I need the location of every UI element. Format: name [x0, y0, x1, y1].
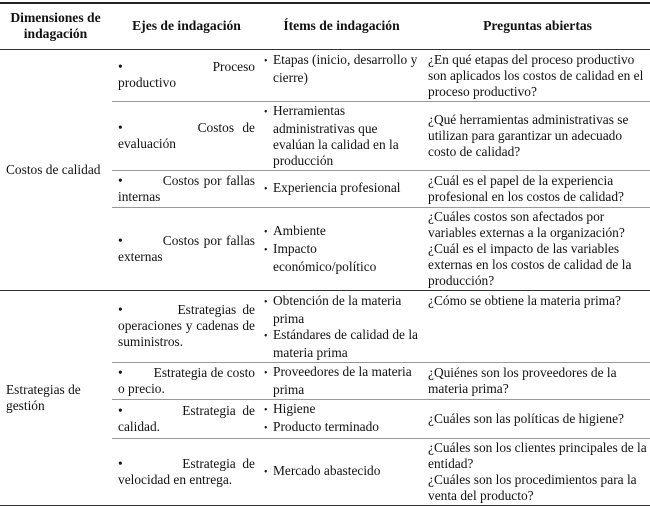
- pregunta: ¿Cuáles son las políticas de higiene?: [428, 410, 624, 426]
- header-items: Ítems de indagación: [283, 18, 400, 34]
- eje-cell: • Costos por fallas internas: [112, 169, 258, 207]
- item: Impacto económico/político: [264, 241, 419, 275]
- table-row: • Estrategia de calidad.HigieneProducto …: [0, 398, 650, 438]
- header-dimensiones: Dimensiones de indagación: [10, 10, 101, 42]
- item: Higiene: [264, 401, 419, 419]
- dimension-cell: Costos de calidad: [0, 49, 112, 290]
- preguntas-cell: ¿Cuáles costos son afectados por variabl…: [422, 206, 650, 290]
- eje-rest: evaluación: [118, 135, 176, 151]
- preguntas-cell: ¿Quiénes son los proveedores de la mater…: [422, 361, 650, 399]
- table-row: • Costos de evaluación Herramientas admin…: [0, 100, 650, 170]
- eje-rest: fallas internas: [118, 172, 255, 204]
- pregunta: ¿Cuáles son los clientes principales de …: [428, 439, 647, 471]
- bullet-icon: •: [118, 364, 123, 380]
- eje-first: Proceso: [212, 59, 255, 74]
- eje-cell: • Estrategia de costo o precio.: [112, 361, 258, 399]
- dimension-label: Estrategias de gestión: [6, 381, 81, 413]
- preguntas-cell: ¿Cuál es el papel de la experiencia prof…: [422, 169, 650, 207]
- eje-label: • Estrategias de operaciones y cadenas d…: [118, 302, 255, 350]
- table-row: • Costos por fallas internas Experiencia …: [0, 169, 650, 207]
- table-row: Estrategias de gestión • Estrategias de o…: [0, 290, 650, 413]
- pregunta: ¿Cuáles costos son afectados por variabl…: [428, 208, 625, 240]
- eje-first: Estrategias: [177, 302, 237, 317]
- preguntas-cell: ¿Cuáles son las políticas de higiene?: [422, 398, 650, 438]
- item: Mercado abastecido: [264, 463, 419, 481]
- item: Estándares de calidad de la materia prim…: [264, 327, 419, 361]
- eje-rest: costo o precio.: [118, 364, 255, 396]
- table-row: Costos de calidad • Proceso productivo Eta…: [0, 49, 650, 177]
- items-cell: HigieneProducto terminado: [258, 398, 422, 438]
- eje-rest: calidad.: [118, 418, 161, 434]
- eje-cell: • Proceso productivo: [112, 49, 258, 101]
- preguntas-cell: ¿Cómo se obtiene la materia prima?: [422, 290, 650, 362]
- items-cell: Proveedores de la materia prima: [258, 361, 422, 399]
- eje-label: • Costos por fallas internas: [118, 173, 255, 205]
- eje-label: • Costos de evaluación: [118, 120, 255, 152]
- pregunta: ¿Cuál es el impacto de las variables ext…: [428, 240, 632, 288]
- items-cell: Herramientas administrativas que evalúan…: [258, 100, 422, 170]
- item: Experiencia profesional: [264, 180, 419, 198]
- items-cell: AmbienteImpacto económico/político: [258, 206, 422, 290]
- eje-cell: • Costos de evaluación: [112, 100, 258, 170]
- eje-first: Estrategia de: [182, 402, 255, 418]
- item: Obtención de la materia prima: [264, 293, 419, 327]
- items-cell: Obtención de la materia primaEstándares …: [258, 290, 422, 362]
- eje-cell: • Estrategia de calidad.: [112, 398, 258, 438]
- bullet-icon: •: [118, 455, 123, 471]
- item: Etapas (inicio, desarrollo y cierre): [264, 52, 419, 86]
- eje-first: Costos por: [162, 232, 222, 248]
- eje-label: • Proceso productivo: [118, 59, 255, 91]
- pregunta: ¿Quiénes son los proveedores de la mater…: [428, 364, 617, 396]
- item: Herramientas administrativas que evalúan…: [264, 103, 419, 169]
- eje-rest: velocidad en entrega.: [118, 471, 233, 487]
- table-row: • Estrategia de velocidad en entrega. Mer…: [0, 437, 650, 505]
- bullet-icon: •: [118, 402, 123, 418]
- eje-rest: fallas externas: [118, 232, 255, 264]
- dimension-cell: Estrategias de gestión: [0, 290, 112, 505]
- dimension-label: Costos de calidad: [6, 161, 101, 177]
- preguntas-cell: ¿Qué herramientas administrativas se uti…: [422, 100, 650, 170]
- eje-first: Costos de: [197, 119, 255, 135]
- items-cell: Etapas (inicio, desarrollo y cierre): [258, 49, 422, 101]
- header-preguntas: Preguntas abiertas: [483, 18, 592, 34]
- item: Proveedores de la materia prima: [264, 364, 419, 398]
- eje-cell: • Estrategias de operaciones y cadenas d…: [112, 290, 258, 362]
- items-cell: Mercado abastecido: [258, 437, 422, 505]
- pregunta: ¿Cuál es el papel de la experiencia prof…: [428, 172, 624, 204]
- pregunta: ¿En qué etapas del proceso productivo so…: [428, 51, 644, 99]
- eje-label: • Estrategia de velocidad en entrega.: [118, 456, 255, 488]
- item: Producto terminado: [264, 419, 419, 437]
- eje-first: Estrategia de: [182, 455, 255, 471]
- table-row: • Estrategia de costo o precio. Proveedor…: [0, 361, 650, 399]
- eje-first: Estrategia de: [153, 364, 224, 380]
- eje-rest: de operaciones y cadenas de suministros.: [118, 302, 255, 349]
- eje-first: Costos por: [162, 172, 222, 188]
- header-ejes: Ejes de indagación: [132, 18, 241, 34]
- header-row: Dimensiones de indagación Ejes de indaga…: [0, 3, 650, 49]
- eje-cell: • Estrategia de velocidad en entrega.: [112, 437, 258, 505]
- eje-rest: productivo: [118, 75, 177, 90]
- eje-label: • Estrategia de calidad.: [118, 403, 255, 435]
- preguntas-cell: ¿En qué etapas del proceso productivo so…: [422, 49, 650, 101]
- items-cell: Experiencia profesional: [258, 169, 422, 207]
- pregunta: ¿Cómo se obtiene la materia prima?: [428, 292, 621, 308]
- preguntas-cell: ¿Cuáles son los clientes principales de …: [422, 437, 650, 505]
- eje-cell: • Costos por fallas externas: [112, 206, 258, 290]
- pregunta: ¿Cuáles son los procedimientos para la v…: [428, 471, 637, 503]
- bullet-icon: •: [118, 172, 123, 188]
- eje-label: • Costos por fallas externas: [118, 233, 255, 265]
- table-row: • Costos por fallas externasAmbienteImpa…: [0, 206, 650, 290]
- bullet-icon: •: [118, 119, 123, 135]
- bullet-icon: •: [118, 232, 123, 248]
- bullet-icon: •: [118, 59, 123, 74]
- item: Ambiente: [264, 223, 419, 241]
- bullet-icon: •: [118, 302, 123, 317]
- pregunta: ¿Qué herramientas administrativas se uti…: [428, 111, 629, 159]
- eje-label: • Estrategia de costo o precio.: [118, 365, 255, 397]
